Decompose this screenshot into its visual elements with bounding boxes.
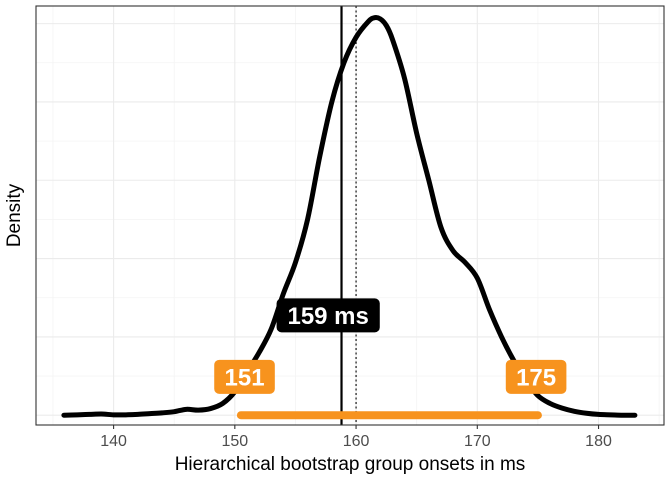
chart-marks [61,6,638,425]
x-tick-label: 140 [100,433,127,450]
x-axis-title: Hierarchical bootstrap group onsets in m… [175,454,526,475]
interval-high-label-text: 175 [516,364,556,391]
median-label-box [276,298,380,333]
median-label-text: 159 ms [287,303,368,330]
x-tick-label: 180 [585,433,612,450]
annotations: 159 ms 151 175 [214,298,567,394]
panel-border [35,5,665,426]
density-curve [61,15,638,418]
x-tick-label: 150 [221,433,248,450]
major-gridlines [36,6,664,425]
x-tick-label: 160 [343,433,370,450]
y-axis-title: Density [4,183,25,247]
minor-gridlines [36,6,664,425]
interval-low-label-text: 151 [225,364,265,391]
interval-low-label-box [214,359,275,394]
x-tick-label: 170 [464,433,491,450]
x-axis-ticks: 140 150 160 170 180 [100,425,612,450]
interval-high-label-box [505,359,567,394]
